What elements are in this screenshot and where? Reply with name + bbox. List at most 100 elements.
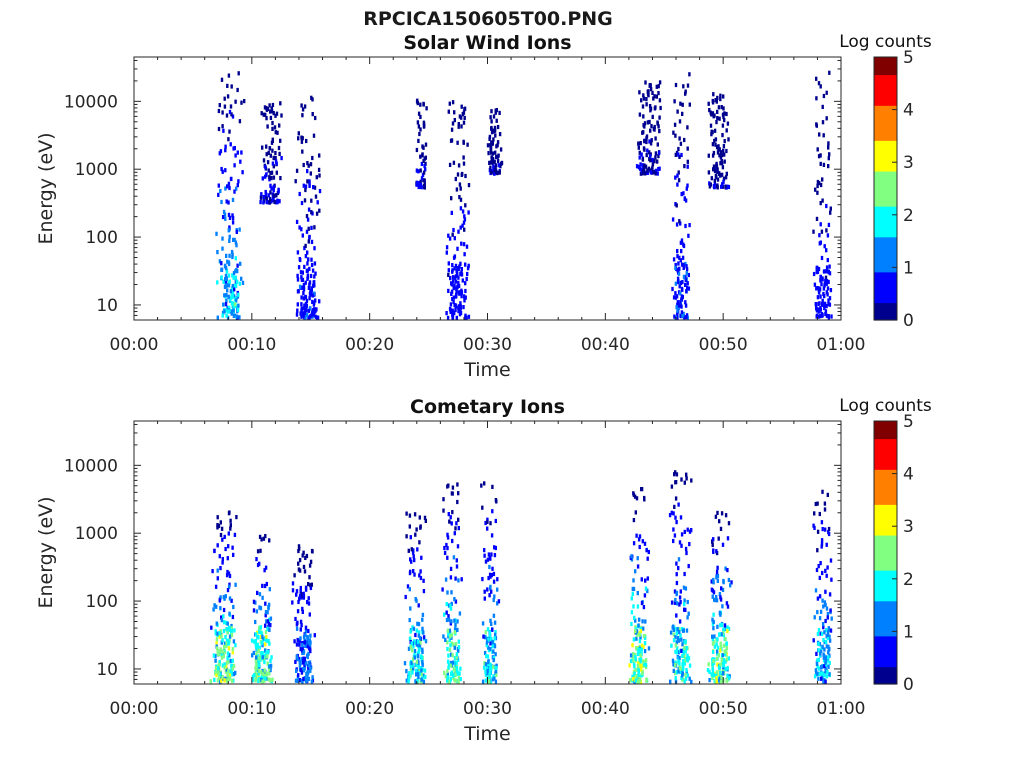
spectrogram-cell (419, 575, 423, 581)
spectrogram-cell (446, 659, 450, 664)
spectrogram-cell (826, 565, 829, 570)
spectrogram-cell (643, 121, 647, 126)
spectrogram-cell (658, 129, 661, 134)
spectrogram-cell (264, 610, 268, 615)
spectrogram-cell (715, 675, 718, 681)
spectrogram-cell (685, 646, 688, 651)
spectrogram-cell (226, 184, 229, 189)
spectrogram-cell (719, 526, 723, 531)
spectrogram-cell (450, 670, 453, 675)
spectrogram-cell (675, 640, 678, 645)
spectrogram-cell (263, 637, 267, 642)
spectrogram-cell (403, 661, 407, 666)
spectrogram-cell (422, 102, 425, 107)
spectrogram-cell (817, 314, 820, 319)
spectrogram-cell (296, 656, 299, 662)
spectrogram-cell (716, 109, 719, 114)
spectrogram-cell (482, 634, 485, 639)
spectrogram-cell (491, 639, 494, 645)
spectrogram-cell (493, 643, 496, 648)
spectrogram-cell (225, 298, 228, 303)
spectrogram-cell (260, 630, 263, 635)
spectrogram-cell (715, 649, 719, 654)
spectrogram-cell (456, 266, 459, 271)
spectrogram-cell (682, 650, 685, 656)
spectrogram-cell (641, 163, 645, 168)
spectrogram-cell (685, 476, 688, 481)
panel-title: Solar Wind Ions (403, 32, 571, 54)
spectrogram-cell (291, 600, 294, 605)
spectrogram-cell (649, 87, 653, 92)
spectrogram-cell (218, 151, 221, 156)
spectrogram-cell (817, 666, 821, 671)
spectrogram-cell (825, 248, 828, 253)
spectrogram-cell (451, 297, 454, 302)
spectrogram-cell (824, 568, 827, 573)
spectrogram-cell (230, 678, 234, 683)
spectrogram-cell (268, 664, 271, 669)
spectrogram-cell (409, 606, 412, 611)
spectrogram-cell (297, 544, 301, 549)
spectrogram-cell (416, 651, 420, 656)
spectrogram-cell (447, 631, 450, 636)
spectrogram-cell (307, 308, 310, 313)
spectrogram-cell (495, 663, 498, 668)
spectrogram-cell (234, 256, 237, 261)
spectrogram-cell (690, 679, 693, 684)
spectrogram-cell (494, 679, 498, 684)
spectrogram-cell (271, 102, 275, 108)
spectrogram-cell (269, 616, 273, 621)
spectrogram-cell (445, 250, 448, 255)
spectrogram-cell (690, 478, 693, 483)
spectrogram-cell (719, 679, 723, 684)
spectrogram-cell (271, 120, 274, 126)
spectrogram-cell (489, 647, 492, 652)
spectrogram-cell (453, 118, 456, 123)
spectrogram-cell (720, 172, 724, 177)
spectrogram-cell (413, 649, 417, 654)
spectrogram-cell (294, 179, 297, 184)
spectrogram-cell (720, 158, 723, 164)
spectrogram-cell (819, 671, 822, 676)
spectrogram-cell (298, 678, 302, 683)
colorbar-swatch (874, 118, 897, 124)
colorbar-swatch (874, 635, 897, 641)
spectrogram-cell (417, 111, 421, 116)
spectrogram-cell (730, 580, 733, 585)
spectrogram-cell (234, 153, 237, 158)
spectrogram-cell (717, 144, 720, 149)
spectrogram-cell (714, 142, 717, 147)
spectrogram-cell (302, 676, 305, 682)
spectrogram-cell (483, 553, 486, 558)
spectrogram-cell (310, 225, 313, 230)
spectrogram-cell (221, 246, 224, 251)
spectrogram-cell (632, 652, 635, 657)
spectrogram-cell (306, 640, 309, 645)
colorbar-swatch (874, 210, 897, 216)
spectrogram-cell (225, 113, 229, 118)
spectrogram-cell (276, 198, 279, 203)
spectrogram-cell (495, 118, 498, 123)
spectrogram-cell (820, 538, 824, 543)
spectrogram-cell (226, 678, 229, 683)
spectrogram-cell (457, 645, 461, 650)
spectrogram-cell (220, 640, 223, 645)
spectrogram-cell (231, 672, 234, 677)
spectrogram-cell (238, 315, 241, 320)
spectrogram-cell (488, 632, 492, 637)
spectrogram-cell (261, 634, 264, 639)
spectrogram-cell (496, 577, 499, 582)
spectrogram-cell (817, 301, 820, 307)
spectrogram-cell (726, 184, 729, 189)
spectrogram-cell (216, 543, 219, 548)
spectrogram-cell (686, 159, 689, 164)
spectrogram-cell (637, 164, 640, 169)
spectrogram-cell (412, 548, 415, 553)
spectrogram-cell (494, 163, 498, 168)
spectrogram-cell (406, 584, 410, 589)
spectrogram-cell (632, 518, 636, 523)
spectrogram-cell (650, 124, 653, 129)
spectrogram-cell (217, 666, 220, 671)
spectrogram-cell (824, 589, 827, 594)
spectrogram-cell (637, 679, 641, 684)
